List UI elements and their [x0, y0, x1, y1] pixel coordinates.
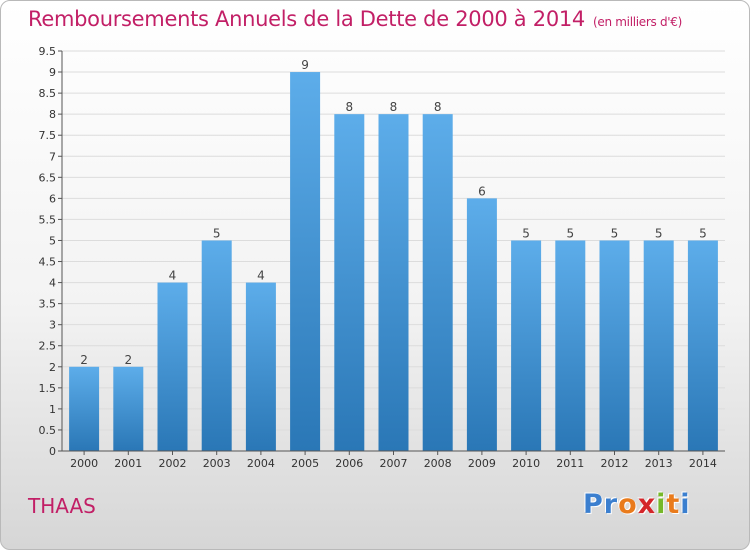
y-tick-label: 4.5	[39, 256, 57, 269]
bar-value-label: 8	[434, 100, 442, 114]
bar-value-label: 6	[478, 184, 486, 198]
bar-value-label: 2	[80, 353, 88, 367]
y-tick-label: 9.5	[39, 45, 57, 58]
x-tick-label: 2002	[159, 457, 187, 470]
bar-2005	[290, 72, 321, 451]
x-tick-label: 2007	[380, 457, 408, 470]
y-tick-label: 8	[49, 108, 56, 121]
x-tick-label: 2009	[468, 457, 496, 470]
bar-2003	[201, 240, 232, 451]
x-tick-label: 2012	[601, 457, 629, 470]
bar-2006	[334, 114, 365, 451]
bar-2008	[422, 114, 453, 451]
y-tick-label: 5.5	[39, 213, 57, 226]
x-tick-label: 2013	[645, 457, 673, 470]
bar-2011	[555, 240, 586, 451]
x-tick-label: 2006	[335, 457, 363, 470]
y-tick-label: 6.5	[39, 171, 57, 184]
bar-value-label: 8	[390, 100, 398, 114]
logo-letter: r	[603, 489, 619, 520]
y-tick-label: 0.5	[39, 424, 57, 437]
bar-2014	[687, 240, 718, 451]
y-tick-label: 1	[49, 403, 56, 416]
x-axis-ticks: 2000 2001 2002 2003 2004 2005 2006 2007 2008 2009…	[70, 451, 717, 470]
bar-value-label: 5	[213, 226, 221, 240]
logo-letter: i	[680, 489, 691, 520]
chart-title: Remboursements Annuels de la Dette de 20…	[28, 7, 682, 31]
x-tick-label: 2010	[512, 457, 540, 470]
commune-name: THAAS	[28, 494, 96, 518]
y-tick-label: 0	[49, 445, 56, 458]
logo-letter: o	[618, 489, 638, 520]
y-tick-label: 6	[49, 192, 56, 205]
x-tick-label: 2008	[424, 457, 452, 470]
bar-2000	[69, 366, 100, 451]
y-tick-label: 9	[49, 66, 56, 79]
bar-2002	[157, 282, 188, 451]
bar-2004	[245, 282, 276, 451]
y-tick-label: 2	[49, 361, 56, 374]
bar-value-label: 5	[611, 226, 619, 240]
bar-value-label: 5	[699, 226, 707, 240]
y-tick-label: 1.5	[39, 382, 57, 395]
bar-value-label: 4	[169, 269, 177, 283]
chart-title-text: Remboursements Annuels de la Dette de 20…	[28, 7, 585, 31]
bar-value-label: 9	[301, 58, 309, 72]
proxiti-logo[interactable]: Proxiti	[583, 489, 691, 520]
logo-letter: i	[656, 489, 667, 520]
bar-2001	[113, 366, 144, 451]
bar-value-label: 8	[345, 100, 353, 114]
bar-value-label: 5	[655, 226, 663, 240]
x-tick-label: 2014	[689, 457, 717, 470]
y-tick-label: 7	[49, 150, 56, 163]
x-tick-label: 2001	[114, 457, 142, 470]
y-tick-label: 5	[49, 234, 56, 247]
y-axis-ticks: 0 0.5 1 1.5 2 2.5 3 3.5 4 4.5 5 5.5 6 6.5 7 7.5 8 8.5 9 9.5	[39, 45, 62, 458]
y-tick-label: 2.5	[39, 340, 57, 353]
bar-2010	[511, 240, 542, 451]
x-tick-label: 2011	[556, 457, 584, 470]
logo-letter: x	[637, 489, 657, 520]
y-tick-label: 4	[49, 277, 56, 290]
y-tick-label: 3	[49, 319, 56, 332]
bar-2013	[643, 240, 674, 451]
x-tick-label: 2003	[203, 457, 231, 470]
bar-value-label: 5	[522, 226, 530, 240]
bar-value-label: 5	[566, 226, 574, 240]
bars-group: 2 2 4 5 4 9 8 8 8 6 5 5 5 5 5	[69, 58, 718, 451]
bar-value-label: 2	[124, 353, 132, 367]
x-tick-label: 2000	[70, 457, 98, 470]
bar-value-label: 4	[257, 269, 265, 283]
x-tick-label: 2005	[291, 457, 319, 470]
x-tick-label: 2004	[247, 457, 275, 470]
chart-unit: (en milliers d'€)	[593, 15, 683, 29]
logo-letter: t	[666, 489, 681, 520]
bar-2007	[378, 114, 409, 451]
logo-letter: P	[583, 489, 604, 520]
bar-2009	[466, 198, 497, 451]
y-tick-label: 3.5	[39, 298, 57, 311]
y-tick-label: 8.5	[39, 87, 57, 100]
bar-2012	[599, 240, 630, 451]
y-tick-label: 7.5	[39, 129, 57, 142]
